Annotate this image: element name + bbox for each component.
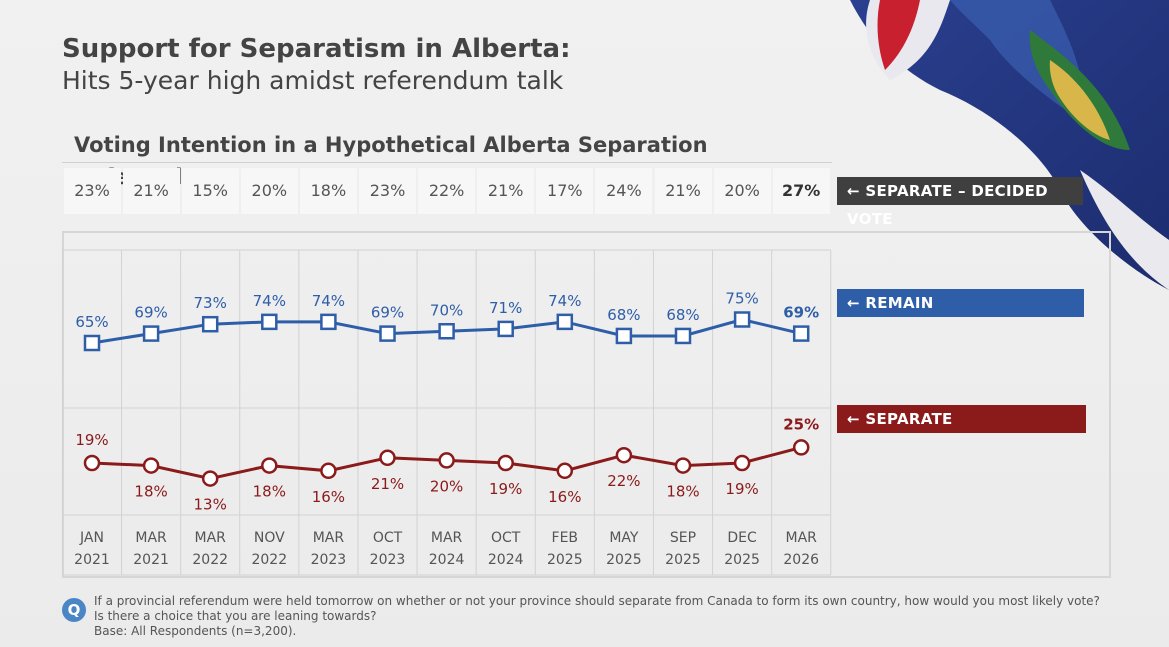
- legend-remain: ← REMAIN: [837, 289, 1084, 317]
- separate-decided-value: 21%: [122, 168, 180, 214]
- separate-decided-value: 23%: [63, 168, 121, 214]
- legend-separate-decided-vote: ← SEPARATE – DECIDED VOTE: [837, 177, 1083, 228]
- separate-decided-value: 17%: [536, 168, 594, 214]
- separate-decided-value: 22%: [418, 168, 476, 214]
- separate-decided-value: 21%: [654, 168, 712, 214]
- footnote-question: If a provincial referendum were held tom…: [94, 594, 1100, 608]
- separate-decided-value: 27%: [772, 168, 830, 214]
- chart-title: Voting Intention in a Hypothetical Alber…: [62, 129, 832, 189]
- page-subtitle: Hits 5-year high amidst referendum talk: [62, 66, 564, 95]
- question-icon: Q: [62, 598, 86, 622]
- separate-decided-value: 21%: [477, 168, 535, 214]
- separate-decided-value: 15%: [181, 168, 239, 214]
- footnote-question-followup: Is there a choice that you are leaning t…: [94, 609, 377, 623]
- separate-decided-value: 20%: [240, 168, 298, 214]
- separate-decided-value: 18%: [299, 168, 357, 214]
- alberta-flag-decoration: [850, 0, 1169, 290]
- separate-decided-value: 24%: [595, 168, 653, 214]
- separate-decided-value: 20%: [713, 168, 771, 214]
- legend-separate: ← SEPARATE: [837, 405, 1086, 433]
- separate-decided-vote-row: 23% 21% 15% 20% 18% 23% 22% 21% 17% 24% 21% 20% 27%: [62, 168, 832, 214]
- separate-decided-value: 23%: [359, 168, 416, 214]
- footnote: If a provincial referendum were held tom…: [94, 594, 1154, 639]
- page-title: Support for Separatism in Alberta:: [62, 34, 571, 64]
- plot-frame: [62, 231, 1111, 578]
- footnote-base: Base: All Respondents (n=3,200).: [94, 624, 297, 638]
